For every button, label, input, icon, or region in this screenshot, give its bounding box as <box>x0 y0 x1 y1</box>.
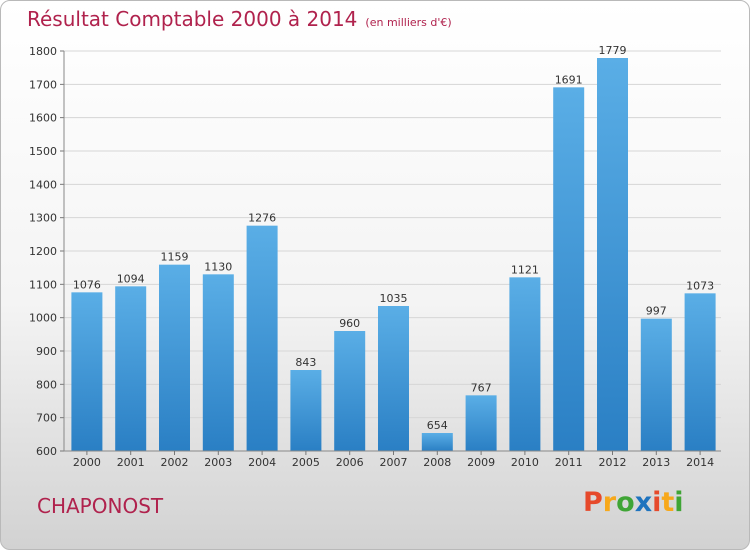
location-label: CHAPONOST <box>37 494 164 518</box>
y-tick-label: 1200 <box>29 245 57 258</box>
bar-value-label: 997 <box>646 305 667 318</box>
bar-2010 <box>509 277 541 451</box>
bar-2003 <box>202 274 234 451</box>
bar-value-label: 843 <box>295 356 316 369</box>
y-tick-label: 1300 <box>29 212 57 225</box>
x-tick-label: 2012 <box>599 456 627 469</box>
y-tick-label: 900 <box>36 345 57 358</box>
bar-value-label: 1691 <box>555 73 583 86</box>
brand-logo-letter: r <box>602 487 617 518</box>
bar-value-label: 960 <box>339 317 360 330</box>
y-tick-label: 1100 <box>29 278 57 291</box>
y-tick-label: 600 <box>36 445 57 458</box>
x-tick-label: 2007 <box>380 456 408 469</box>
y-tick-label: 1000 <box>29 312 57 325</box>
x-tick-label: 2006 <box>336 456 364 469</box>
bar-2014 <box>684 293 716 451</box>
bar-value-label: 1779 <box>599 44 627 57</box>
x-tick-label: 2003 <box>204 456 232 469</box>
bar-value-label: 1076 <box>73 278 101 291</box>
bar-2005 <box>290 370 322 451</box>
x-tick-label: 2001 <box>117 456 145 469</box>
brand-logo-letter: o <box>616 487 635 518</box>
bar-2008 <box>421 433 453 451</box>
x-tick-label: 2014 <box>686 456 714 469</box>
bar-2011 <box>553 87 585 451</box>
brand-logo-letter: x <box>634 487 653 518</box>
x-tick-label: 2010 <box>511 456 539 469</box>
y-tick-label: 1800 <box>29 45 57 58</box>
chart-title-main: Résultat Comptable 2000 à 2014 <box>27 7 358 31</box>
chart-subtitle: (en milliers d'€) <box>365 16 452 29</box>
brand-logo-letter: P <box>583 487 603 518</box>
bar-value-label: 767 <box>471 381 492 394</box>
bar-2000 <box>71 292 103 451</box>
bar-value-label: 1094 <box>117 272 145 285</box>
bar-2007 <box>378 306 409 451</box>
x-tick-label: 2008 <box>423 456 451 469</box>
brand-logo-letter: i <box>652 487 662 518</box>
x-tick-label: 2004 <box>248 456 276 469</box>
x-tick-label: 2005 <box>292 456 320 469</box>
y-tick-label: 1400 <box>29 178 57 191</box>
x-tick-label: 2013 <box>642 456 670 469</box>
bar-value-label: 1159 <box>161 251 189 264</box>
brand-logo-letter: i <box>674 487 684 518</box>
y-tick-label: 700 <box>36 412 57 425</box>
x-tick-label: 2002 <box>161 456 189 469</box>
bar-value-label: 654 <box>427 419 448 432</box>
x-tick-label: 2011 <box>555 456 583 469</box>
y-tick-label: 800 <box>36 378 57 391</box>
bar-2006 <box>334 331 366 451</box>
chart-title: Résultat Comptable 2000 à 2014 (en millie… <box>27 7 452 31</box>
y-tick-label: 1700 <box>29 78 57 91</box>
bar-2002 <box>159 264 190 451</box>
bar-value-label: 1073 <box>686 279 714 292</box>
x-tick-label: 2000 <box>73 456 101 469</box>
x-tick-label: 2009 <box>467 456 495 469</box>
brand-logo[interactable]: Proxiti <box>583 487 684 518</box>
bar-2004 <box>246 225 278 451</box>
y-tick-label: 1600 <box>29 112 57 125</box>
bar-value-label: 1130 <box>204 260 232 273</box>
bar-2013 <box>640 318 672 451</box>
bar-value-label: 1121 <box>511 263 539 276</box>
bar-2009 <box>465 395 497 451</box>
brand-logo-letter: t <box>661 487 675 518</box>
bar-2001 <box>115 286 147 451</box>
bar-value-label: 1276 <box>248 212 276 225</box>
bar-value-label: 1035 <box>380 292 408 305</box>
bar-2012 <box>597 58 628 451</box>
y-tick-label: 1500 <box>29 145 57 158</box>
